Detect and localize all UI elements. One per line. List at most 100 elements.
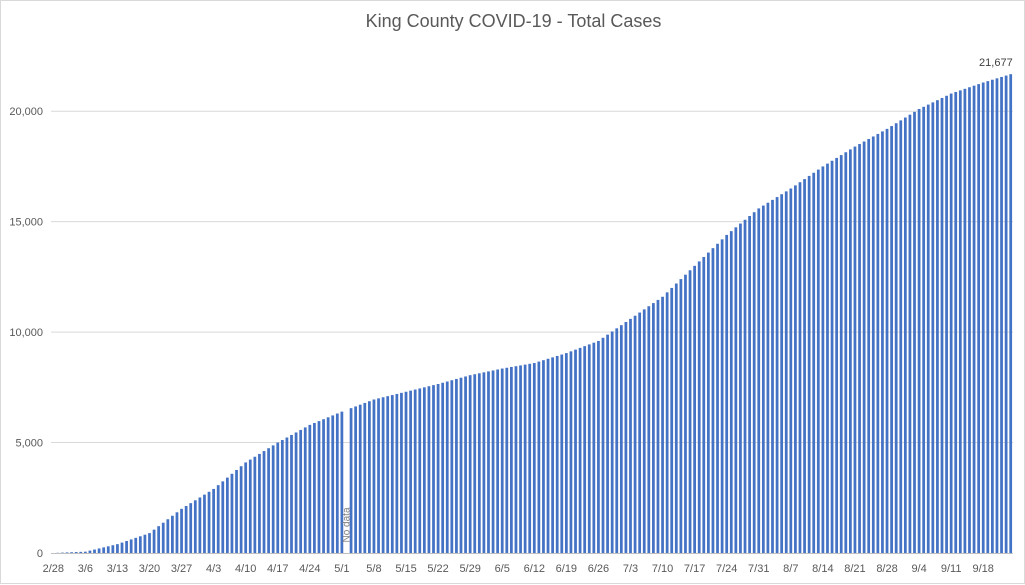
chart-bar <box>858 144 861 554</box>
chart-bar <box>363 402 367 553</box>
chart-bar <box>441 382 445 553</box>
chart-bar <box>313 422 316 553</box>
chart-bar <box>216 485 220 553</box>
chart-bar <box>331 415 335 553</box>
chart-bar <box>381 397 385 553</box>
chart-bar <box>74 552 78 553</box>
chart-bar <box>106 546 110 553</box>
chart-bar <box>711 248 715 553</box>
chart-bar <box>702 257 706 553</box>
chart-bar <box>79 551 83 553</box>
chart-bar <box>766 202 770 553</box>
chart-bar <box>684 274 687 553</box>
chart-bar <box>670 287 674 553</box>
y-tick-label: 5,000 <box>15 438 43 450</box>
chart-bar <box>821 166 825 553</box>
chart-bar <box>816 169 820 553</box>
chart-bar <box>436 384 440 553</box>
chart-bar <box>981 82 985 554</box>
chart-bar <box>638 312 642 553</box>
y-tick-label: 0 <box>37 548 43 560</box>
x-tick-label: 3/6 <box>78 563 93 575</box>
chart-bar <box>221 481 225 553</box>
chart-bar <box>157 526 161 553</box>
chart-bar <box>716 243 719 553</box>
chart-bar <box>789 188 793 554</box>
chart-bar <box>926 104 930 554</box>
chart-bar <box>706 252 710 553</box>
chart-bar <box>748 215 751 553</box>
chart-bar <box>784 191 788 553</box>
chart-bar <box>972 85 976 553</box>
chart-bar <box>542 360 545 553</box>
chart-bar <box>807 175 811 553</box>
chart-bar <box>487 371 490 553</box>
x-tick-label: 3/27 <box>171 563 192 575</box>
chart-bar <box>230 473 234 553</box>
chart-bar <box>171 515 174 553</box>
chart-bar <box>968 87 971 554</box>
chart-bar <box>500 368 504 553</box>
y-tick-label: 10,000 <box>9 327 43 339</box>
last-value-label: 21,677 <box>979 57 1013 69</box>
chart-bar <box>134 537 138 553</box>
x-tick-label: 4/17 <box>267 563 288 575</box>
chart-bar <box>551 357 554 553</box>
chart-bar <box>180 508 183 553</box>
chart-bar <box>862 141 866 553</box>
chart-bar <box>496 369 500 553</box>
chart-bar <box>276 442 280 553</box>
chart-bar <box>729 231 733 553</box>
x-tick-label: 8/7 <box>783 563 798 575</box>
chart-bar <box>464 376 467 553</box>
chart-bar <box>757 208 761 553</box>
x-tick-label: 6/19 <box>556 563 577 575</box>
chart-bar <box>262 451 266 553</box>
chart-bar <box>615 328 619 553</box>
chart-bar <box>812 172 816 553</box>
chart-bar <box>523 364 527 553</box>
chart-bar <box>427 386 431 553</box>
x-tick-label: 9/18 <box>973 563 994 575</box>
chart-bar <box>619 325 623 553</box>
chart-bar <box>409 390 412 553</box>
chart-bar <box>390 395 394 553</box>
chart-bar <box>432 385 435 553</box>
chart-bar <box>908 114 912 554</box>
chart-bar <box>936 100 939 553</box>
chart-bar <box>491 370 495 553</box>
chart-bar <box>152 529 156 553</box>
chart-bar <box>743 219 747 554</box>
chart-bar <box>826 163 829 554</box>
chart-bar <box>775 197 779 553</box>
chart-bar <box>175 512 179 553</box>
x-tick-label: 2/28 <box>43 563 64 575</box>
chart-bar <box>720 239 724 554</box>
chart-bar <box>372 399 376 553</box>
chart-bar <box>102 547 106 553</box>
chart-bar <box>239 466 243 553</box>
chart-bar <box>656 299 660 553</box>
chart-bar <box>510 366 513 553</box>
chart-bar <box>853 146 857 553</box>
chart-bar <box>945 95 948 553</box>
chart-bar <box>752 212 756 553</box>
chart-bar <box>830 160 834 553</box>
chart-bar <box>368 401 371 553</box>
chart-bar <box>143 534 147 553</box>
x-tick-label: 6/12 <box>524 563 545 575</box>
chart-bar <box>977 84 981 553</box>
chart-bar <box>93 549 96 553</box>
chart-bar <box>555 355 559 553</box>
chart-bar <box>871 136 875 553</box>
chart-bar <box>688 270 692 553</box>
chart-bar <box>876 133 880 554</box>
chart-bar <box>125 541 128 553</box>
chart-bar <box>844 152 848 553</box>
chart-bar <box>903 117 907 554</box>
chart-bar <box>940 97 944 554</box>
chart-bar <box>235 470 238 553</box>
chart-bar <box>83 551 87 553</box>
chart-bar <box>890 126 893 553</box>
chart-bar <box>592 342 596 553</box>
